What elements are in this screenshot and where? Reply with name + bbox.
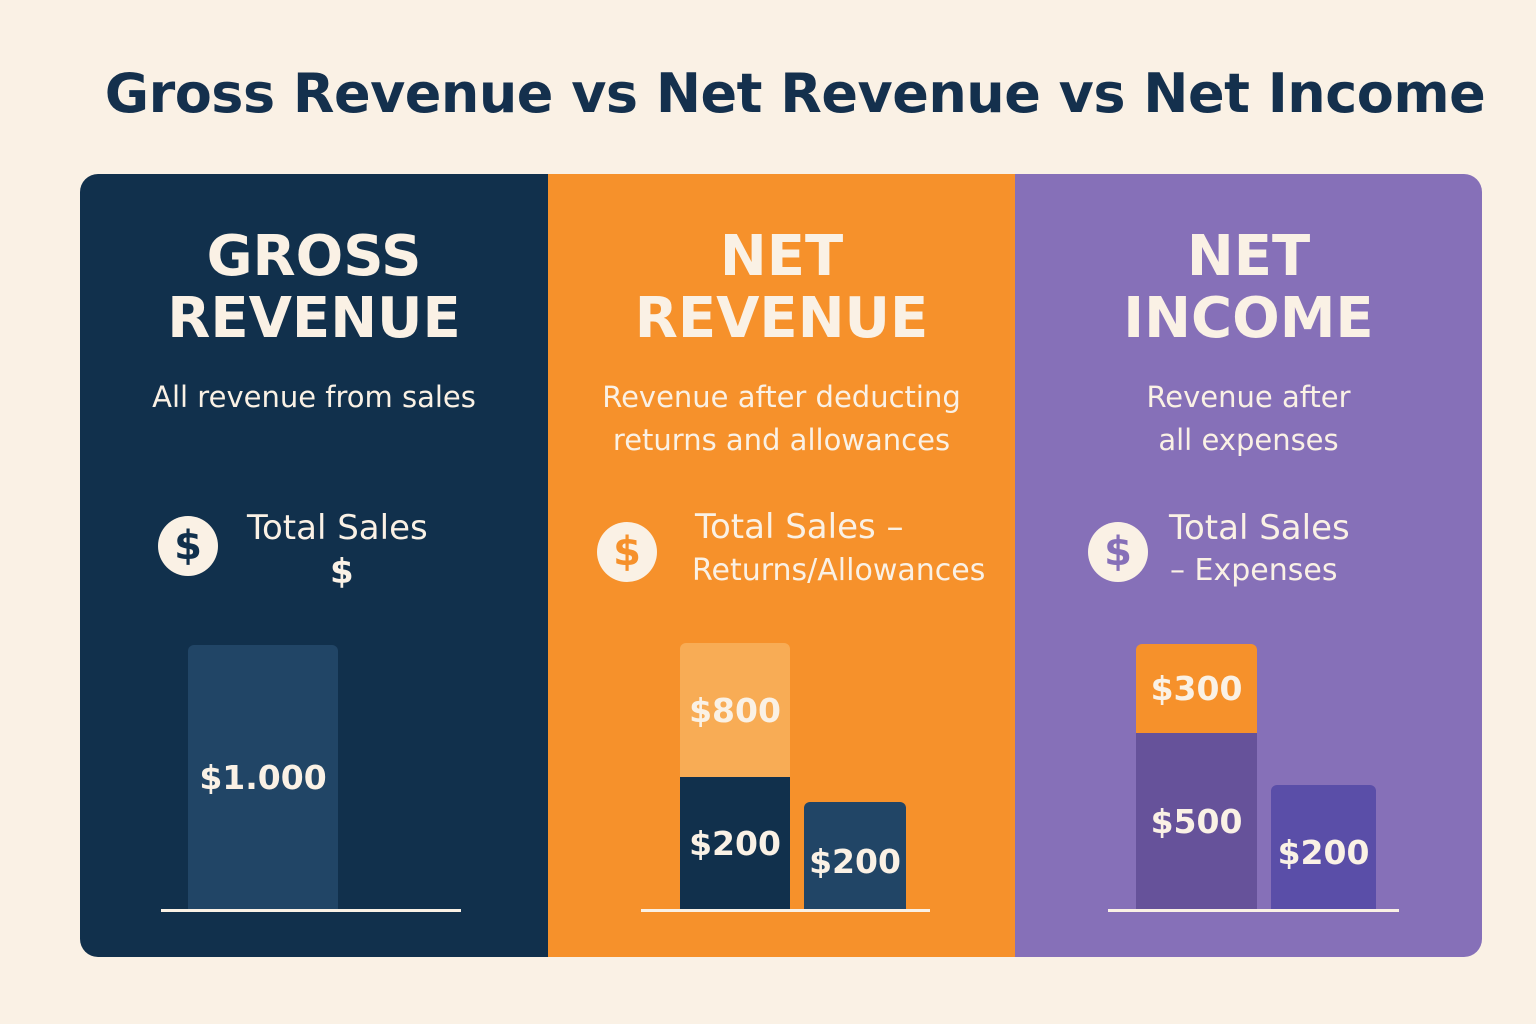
bar-label: $300 <box>1150 669 1243 708</box>
baseline <box>1108 909 1399 912</box>
bar-label: $500 <box>1150 802 1243 841</box>
panel-heading: GROSS REVENUE <box>80 226 548 350</box>
net-revenue-bar: $800 <box>680 643 790 777</box>
gross-revenue-bar: $1.000 <box>188 645 338 910</box>
net-revenue-panel: NET REVENUE Revenue after deducting retu… <box>548 174 1015 957</box>
bar-label: $200 <box>1277 833 1370 872</box>
heading-line: NET <box>719 224 844 289</box>
allowances-bar: $200 <box>804 802 906 910</box>
formula-line-2: $ <box>330 552 354 592</box>
bar-label: $200 <box>809 841 901 881</box>
heading-line: REVENUE <box>634 286 929 351</box>
dollar-coin-icon: $ <box>1088 522 1148 582</box>
baseline <box>641 909 930 912</box>
description-line: All revenue from sales <box>152 380 476 414</box>
dollar-coin-icon: $ <box>597 522 657 582</box>
bar-label: $800 <box>689 690 781 730</box>
description-line: all expenses <box>1158 423 1339 457</box>
bar-label: $1.000 <box>199 758 327 797</box>
description-line: Revenue after deducting <box>602 380 961 414</box>
gross-revenue-panel: GROSS REVENUE All revenue from sales $ T… <box>80 174 548 957</box>
panel-description: Revenue after deducting returns and allo… <box>548 376 1015 462</box>
panel-heading: NET REVENUE <box>548 226 1015 350</box>
formula-line-1: Total Sales <box>247 508 428 548</box>
panel-description: Revenue after all expenses <box>1015 376 1482 462</box>
heading-line: GROSS <box>206 224 422 289</box>
description-line: returns and allowances <box>612 423 951 457</box>
formula-line-1: Total Sales – <box>695 507 904 547</box>
heading-line: REVENUE <box>167 286 461 351</box>
description-line: Revenue after <box>1146 380 1351 414</box>
page-title: Gross Revenue vs Net Revenue vs Net Inco… <box>104 62 1486 125</box>
bar-label: $200 <box>689 824 781 863</box>
net-income-bar: $300 <box>1136 644 1257 733</box>
returns-bar: $200 <box>680 777 790 910</box>
heading-line: INCOME <box>1123 286 1374 351</box>
dollar-coin-icon: $ <box>158 516 218 576</box>
comparison-card: GROSS REVENUE All revenue from sales $ T… <box>80 174 1482 957</box>
heading-line: NET <box>1186 224 1311 289</box>
expenses-bar: $500 <box>1136 733 1257 910</box>
baseline <box>161 909 461 912</box>
panel-heading: NET INCOME <box>1015 226 1482 350</box>
formula-line-1: Total Sales <box>1169 508 1350 548</box>
formula-line-2: Returns/Allowances <box>692 553 986 588</box>
net-income-panel: NET INCOME Revenue after all expenses $ … <box>1015 174 1482 957</box>
formula-line-2: – Expenses <box>1170 553 1338 588</box>
other-expenses-bar: $200 <box>1271 785 1376 910</box>
panel-description: All revenue from sales <box>80 376 548 419</box>
